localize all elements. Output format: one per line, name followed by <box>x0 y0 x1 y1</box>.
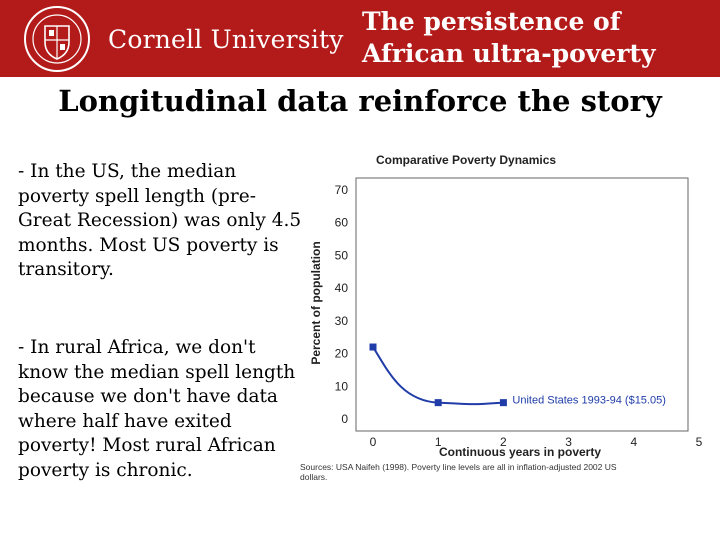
cornell-seal-icon <box>24 6 90 72</box>
y-axis-ticks: 0 10 20 30 40 50 60 70 <box>335 183 349 426</box>
data-point <box>369 343 377 351</box>
header-bar: Cornell University The persistence of Af… <box>0 0 720 77</box>
series-label: United States 1993-94 ($15.05) <box>512 395 666 407</box>
plot-area <box>355 177 689 432</box>
y-tick-label: 60 <box>335 216 349 230</box>
university-name: Cornell University <box>108 25 344 54</box>
plot-frame <box>355 177 689 432</box>
y-tick-label: 0 <box>341 412 348 426</box>
poverty-dynamics-chart: Comparative Poverty Dynamics 01020304050… <box>300 153 703 482</box>
x-tick-label: 0 <box>370 435 377 449</box>
slide-title-line-2: African ultra-poverty <box>362 39 656 68</box>
series-layer: United States 1993-94 ($15.05) <box>369 343 666 407</box>
x-tick-label: 5 <box>696 435 703 449</box>
x-tick-label: 2 <box>500 435 507 449</box>
x-tick-label: 1 <box>435 435 442 449</box>
slide-title-line-1: The persistence of <box>362 7 621 36</box>
bullet-us-poverty: - In the US, the median poverty spell le… <box>18 161 302 280</box>
y-tick-label: 20 <box>335 347 349 361</box>
data-point <box>434 399 442 407</box>
x-axis-ticks: 0 1 2 3 4 5 <box>370 435 703 449</box>
x-axis-label: Continuous years in poverty <box>439 445 601 459</box>
data-point <box>499 399 507 407</box>
chart-title: Comparative Poverty Dynamics <box>376 153 556 167</box>
slide-heading: Longitudinal data reinforce the story <box>58 84 662 118</box>
bullet-africa-poverty: - In rural Africa, we don't know the med… <box>18 337 296 481</box>
y-tick-label: 40 <box>335 281 349 295</box>
y-axis-label: Percent of population <box>309 241 323 364</box>
y-tick-label: 70 <box>335 183 349 197</box>
slide-title: The persistence of African ultra-poverty <box>362 6 655 70</box>
y-tick-label: 30 <box>335 314 349 328</box>
y-tick-label: 10 <box>335 379 349 393</box>
x-tick-label: 3 <box>565 435 572 449</box>
x-tick-label: 4 <box>630 435 637 449</box>
chart-source-note: Sources: USA Naifeh (1998). Poverty line… <box>300 462 617 482</box>
y-tick-label: 50 <box>335 248 349 262</box>
